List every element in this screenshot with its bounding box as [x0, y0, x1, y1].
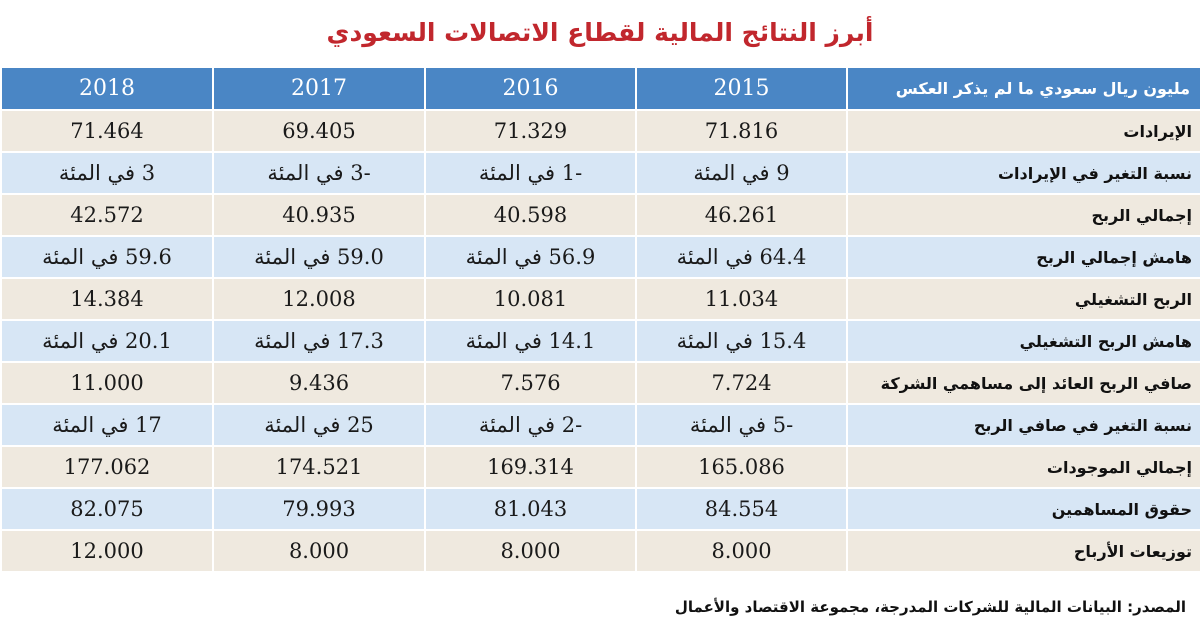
row-value: 59.6 في المئة — [0, 235, 214, 279]
table-row: هامش إجمالي الربح 64.4 في المئة 56.9 في ال… — [0, 235, 1200, 279]
row-value: 84.554 — [635, 487, 848, 531]
financial-table-container: مليون ريال سعودي ما لم يذكر العكس 2015 2… — [0, 66, 1200, 573]
row-value: 14.1 في المئة — [424, 319, 637, 363]
row-value: 42.572 — [0, 193, 214, 237]
table-row: هامش الربح التشغيلي 15.4 في المئة 14.1 في … — [0, 319, 1200, 363]
row-value: 8.000 — [635, 529, 848, 573]
row-value: 69.405 — [212, 109, 426, 153]
table-header-row: مليون ريال سعودي ما لم يذكر العكس 2015 2… — [0, 66, 1200, 111]
row-value: 64.4 في المئة — [635, 235, 848, 279]
row-value: 9.436 — [212, 361, 426, 405]
row-value: -3 في المئة — [212, 151, 426, 195]
row-value: 17.3 في المئة — [212, 319, 426, 363]
source-note: المصدر: البيانات المالية للشركات المدرجة… — [674, 598, 1186, 616]
year-header: 2015 — [635, 66, 848, 111]
table-row: إجمالي الربح 46.261 40.598 40.935 42.572 — [0, 193, 1200, 237]
row-value: 12.000 — [0, 529, 214, 573]
row-value: -5 في المئة — [635, 403, 848, 447]
year-header: 2018 — [0, 66, 214, 111]
row-value: 174.521 — [212, 445, 426, 489]
row-label: الربح التشغيلي — [846, 277, 1200, 321]
row-label: حقوق المساهمين — [846, 487, 1200, 531]
row-value: 3 في المئة — [0, 151, 214, 195]
row-value: 8.000 — [424, 529, 637, 573]
row-label: توزيعات الأرباح — [846, 529, 1200, 573]
row-value: 14.384 — [0, 277, 214, 321]
row-value: 20.1 في المئة — [0, 319, 214, 363]
year-header: 2017 — [212, 66, 426, 111]
row-value: 15.4 في المئة — [635, 319, 848, 363]
row-value: 79.993 — [212, 487, 426, 531]
row-value: 40.935 — [212, 193, 426, 237]
row-value: 9 في المئة — [635, 151, 848, 195]
row-value: 12.008 — [212, 277, 426, 321]
table-row: إجمالي الموجودات 165.086 169.314 174.521 177… — [0, 445, 1200, 489]
table-row: الربح التشغيلي 11.034 10.081 12.008 14.384 — [0, 277, 1200, 321]
row-value: 46.261 — [635, 193, 848, 237]
financial-results-table: مليون ريال سعودي ما لم يذكر العكس 2015 2… — [0, 66, 1200, 573]
row-value: 11.000 — [0, 361, 214, 405]
row-value: 10.081 — [424, 277, 637, 321]
row-value: 7.576 — [424, 361, 637, 405]
row-label: نسبة التغير في الإيرادات — [846, 151, 1200, 195]
row-value: 177.062 — [0, 445, 214, 489]
page-title: أبرز النتائج المالية لقطاع الاتصالات الس… — [326, 18, 874, 47]
row-value: 165.086 — [635, 445, 848, 489]
row-value: 7.724 — [635, 361, 848, 405]
unit-header: مليون ريال سعودي ما لم يذكر العكس — [846, 66, 1200, 111]
row-value: 81.043 — [424, 487, 637, 531]
table-row: توزيعات الأرباح 8.000 8.000 8.000 12.000 — [0, 529, 1200, 573]
row-value: -2 في المئة — [424, 403, 637, 447]
row-value: 59.0 في المئة — [212, 235, 426, 279]
table-row: صافي الربح العائد إلى مساهمي الشركة 7.724… — [0, 361, 1200, 405]
table-row: نسبة التغير في صافي الربح -5 في المئة -2 ف… — [0, 403, 1200, 447]
row-value: 71.464 — [0, 109, 214, 153]
row-value: 71.329 — [424, 109, 637, 153]
table-row: حقوق المساهمين 84.554 81.043 79.993 82.075 — [0, 487, 1200, 531]
row-label: صافي الربح العائد إلى مساهمي الشركة — [846, 361, 1200, 405]
row-value: 169.314 — [424, 445, 637, 489]
table-row: نسبة التغير في الإيرادات 9 في المئة -1 في … — [0, 151, 1200, 195]
table-row: الإيرادات 71.816 71.329 69.405 71.464 — [0, 109, 1200, 153]
row-value: -1 في المئة — [424, 151, 637, 195]
row-value: 40.598 — [424, 193, 637, 237]
row-label: هامش الربح التشغيلي — [846, 319, 1200, 363]
row-value: 17 في المئة — [0, 403, 214, 447]
year-header: 2016 — [424, 66, 637, 111]
row-label: هامش إجمالي الربح — [846, 235, 1200, 279]
row-value: 71.816 — [635, 109, 848, 153]
row-label: إجمالي الموجودات — [846, 445, 1200, 489]
row-value: 56.9 في المئة — [424, 235, 637, 279]
row-value: 25 في المئة — [212, 403, 426, 447]
row-value: 11.034 — [635, 277, 848, 321]
row-value: 82.075 — [0, 487, 214, 531]
row-label: إجمالي الربح — [846, 193, 1200, 237]
row-label: نسبة التغير في صافي الربح — [846, 403, 1200, 447]
row-label: الإيرادات — [846, 109, 1200, 153]
row-value: 8.000 — [212, 529, 426, 573]
